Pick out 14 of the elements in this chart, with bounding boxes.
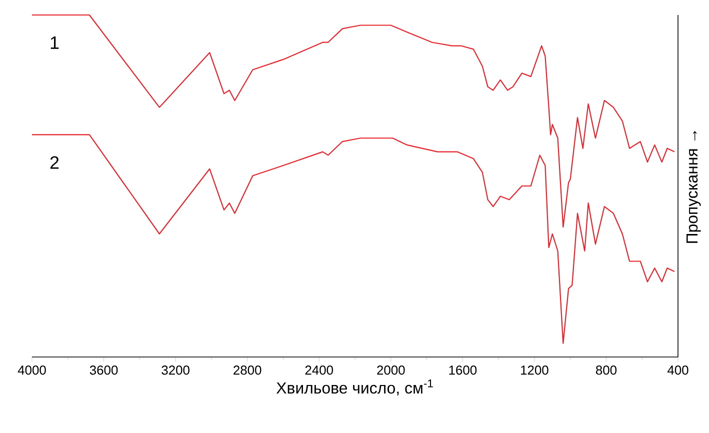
y-axis-title: Пропускання → xyxy=(686,131,701,243)
x-tick-label: 1200 xyxy=(521,366,548,375)
x-tick-label: 400 xyxy=(667,366,688,375)
x-tick-label: 2400 xyxy=(305,366,334,375)
x-tick-label: 3600 xyxy=(90,366,118,375)
x-tick-label: 800 xyxy=(596,366,617,375)
x-tick-label: 4000 xyxy=(18,366,46,375)
series-label: 1 xyxy=(50,36,59,49)
x-tick-label: 1600 xyxy=(449,366,477,375)
x-tick-label: 2800 xyxy=(234,366,262,375)
series-label: 2 xyxy=(50,156,59,169)
x-tick-label: 2000 xyxy=(377,366,405,375)
x-tick-label: 3200 xyxy=(162,366,190,375)
x-axis-title: Хвильове число, см$^{-1}$ xyxy=(276,380,433,396)
